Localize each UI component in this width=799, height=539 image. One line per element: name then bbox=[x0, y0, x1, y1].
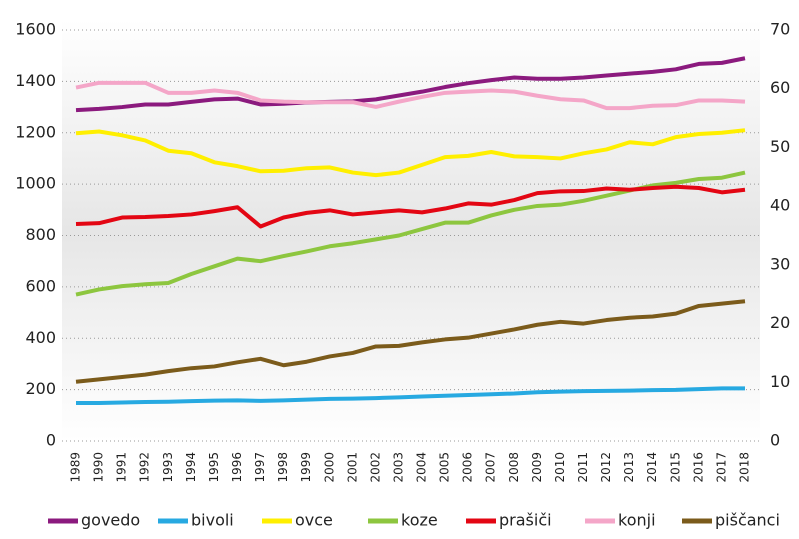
legend-label: konji bbox=[618, 511, 656, 530]
legend-label: koze bbox=[401, 511, 438, 530]
x-tick-label: 1994 bbox=[184, 452, 198, 483]
x-tick-label: 2010 bbox=[553, 452, 567, 483]
y2-tick-label: 20 bbox=[770, 313, 790, 332]
x-tick-label: 2005 bbox=[438, 452, 452, 483]
x-tick-label: 1990 bbox=[92, 452, 106, 483]
series-line bbox=[75, 128, 746, 178]
x-tick-label: 2001 bbox=[345, 452, 359, 483]
y2-tick-label: 0 bbox=[770, 431, 780, 450]
x-tick-label: 2011 bbox=[576, 452, 590, 483]
y-tick-label: 1400 bbox=[15, 71, 56, 90]
legend-label: govedo bbox=[81, 511, 140, 530]
y2-tick-label: 40 bbox=[770, 196, 790, 215]
x-tick-label: 1993 bbox=[161, 452, 175, 483]
series-line bbox=[76, 386, 745, 405]
x-tick-label: 1997 bbox=[253, 452, 267, 483]
series-line bbox=[75, 80, 746, 111]
x-tick-label: 2002 bbox=[368, 452, 382, 483]
x-tick-label: 2014 bbox=[645, 452, 659, 483]
y2-tick-label: 10 bbox=[770, 372, 790, 391]
series-line bbox=[75, 56, 746, 113]
x-tick-label: 2006 bbox=[461, 452, 475, 483]
x-tick-label: 1995 bbox=[207, 452, 221, 483]
legend-label: bivoli bbox=[191, 511, 234, 530]
legend-label: piščanci bbox=[715, 511, 780, 530]
x-tick-label: 2003 bbox=[391, 452, 405, 483]
y-tick-label: 0 bbox=[46, 431, 56, 450]
series-line bbox=[75, 184, 746, 229]
x-tick-label: 1991 bbox=[115, 452, 129, 483]
x-tick-label: 2009 bbox=[530, 452, 544, 483]
x-tick-label: 2007 bbox=[484, 452, 498, 483]
x-tick-label: 2008 bbox=[507, 452, 521, 483]
y-tick-label: 1600 bbox=[15, 20, 56, 39]
x-tick-label: 2013 bbox=[622, 452, 636, 483]
x-tick-label: 2015 bbox=[668, 452, 682, 483]
x-tick-label: 2000 bbox=[322, 452, 336, 483]
x-tick-label: 2018 bbox=[738, 452, 752, 483]
x-tick-label: 2004 bbox=[415, 452, 429, 483]
y-tick-label: 200 bbox=[25, 379, 56, 398]
series-line bbox=[75, 299, 746, 384]
y2-tick-label: 50 bbox=[770, 137, 790, 156]
y-tick-label: 400 bbox=[25, 328, 56, 347]
x-tick-label: 2012 bbox=[599, 452, 613, 483]
y-tick-label: 600 bbox=[25, 276, 56, 295]
x-tick-label: 1992 bbox=[138, 452, 152, 483]
y2-tick-label: 60 bbox=[770, 78, 790, 97]
x-tick-label: 2017 bbox=[714, 452, 728, 483]
y-tick-label: 800 bbox=[25, 225, 56, 244]
legend-label: prašiči bbox=[499, 511, 552, 530]
y2-tick-label: 70 bbox=[770, 20, 790, 39]
x-tick-label: 1989 bbox=[69, 452, 83, 483]
legend-label: ovce bbox=[295, 511, 333, 530]
x-tick-label: 1998 bbox=[276, 452, 290, 483]
x-tick-label: 2016 bbox=[691, 452, 705, 483]
x-tick-label: 1999 bbox=[299, 452, 313, 483]
x-tick-label: 1996 bbox=[230, 452, 244, 483]
y2-tick-label: 30 bbox=[770, 254, 790, 273]
y-tick-label: 1200 bbox=[15, 122, 56, 141]
y-tick-label: 1000 bbox=[15, 174, 56, 193]
